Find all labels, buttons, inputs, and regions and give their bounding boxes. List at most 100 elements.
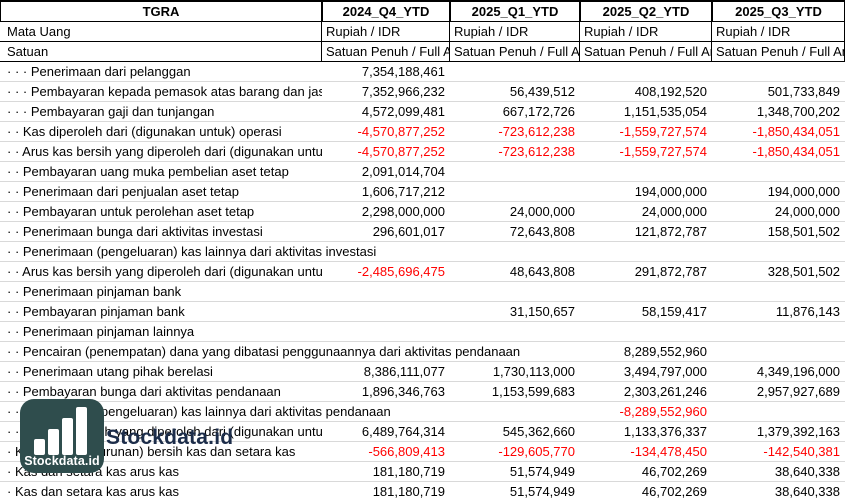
table-row: · · Penerimaan pinjaman bank — [0, 282, 845, 302]
cell-value: 121,872,787 — [634, 224, 707, 239]
ticker-header-cell: TGRA — [0, 1, 322, 22]
row-label: · · Penerimaan pinjaman bank — [7, 284, 182, 299]
cell-value: -8,289,552,960 — [619, 404, 707, 419]
cell-value: 194,000,000 — [767, 184, 840, 199]
cell-value: -134,478,450 — [630, 444, 707, 459]
table-row: · Kas dan setara kas arus kas 181,180,719… — [0, 462, 845, 482]
table-row: · Kenaikan (penurunan) bersih kas dan se… — [0, 442, 845, 462]
row-label: · · Pencairan (penempatan) dana yang dib… — [7, 344, 521, 359]
row-label: · · Arus kas bersih yang diperoleh dari … — [7, 264, 322, 279]
data-rows: · · · Penerimaan dari pelanggan 7,354,188… — [0, 62, 845, 501]
table-row: · · Penerimaan bunga dari aktivitas inve… — [0, 222, 845, 242]
table-row: · · · Pembayaran gaji dan tunjangan 4,572… — [0, 102, 845, 122]
cell-value: 2,091,014,704 — [361, 164, 445, 179]
cell-value: Rupiah / IDR — [712, 22, 845, 41]
table-row: · Kas dan setara kas arus kas 181,180,719… — [0, 482, 845, 501]
row-label: · Kenaikan (penurunan) bersih kas dan se… — [7, 444, 296, 459]
cell-value: 24,000,000 — [509, 204, 575, 219]
cell-value: 1,151,535,054 — [623, 104, 707, 119]
cell-value: 38,640,338 — [774, 484, 840, 499]
cell-value: 181,180,719 — [372, 464, 445, 479]
row-label: · Kas dan setara kas arus kas — [7, 484, 179, 499]
cell-value: Satuan Penuh / Full Amount — [712, 42, 845, 61]
row-label: · · Pembayaran untuk perolehan aset teta… — [7, 204, 255, 219]
row-label: Satuan — [0, 42, 322, 61]
cell-value: 667,172,726 — [502, 104, 575, 119]
cell-value: 545,362,660 — [502, 424, 575, 439]
cell-value: 1,606,717,212 — [361, 184, 445, 199]
cell-value: Rupiah / IDR — [450, 22, 580, 41]
table-row: · · · Penerimaan dari pelanggan 7,354,188… — [0, 62, 845, 82]
cell-value: 2,303,261,246 — [623, 384, 707, 399]
cell-value: Satuan Penuh / Full Amount — [322, 42, 450, 61]
cell-value: 56,439,512 — [509, 84, 575, 99]
cell-value: 46,702,269 — [641, 484, 707, 499]
cell-value: 501,733,849 — [767, 84, 840, 99]
cell-value: 24,000,000 — [774, 204, 840, 219]
cell-value: Rupiah / IDR — [580, 22, 712, 41]
cell-value: 1,730,113,000 — [492, 364, 575, 379]
cell-value: 328,501,502 — [767, 264, 840, 279]
period-header-cell: 2024_Q4_YTD — [322, 1, 450, 22]
period-header-cell: 2025_Q3_YTD — [712, 1, 845, 22]
cell-value: 31,150,657 — [509, 304, 575, 319]
row-label: · · Penerimaan (pengeluaran) kas lainnya… — [7, 404, 391, 419]
cell-value: 4,572,099,481 — [361, 104, 445, 119]
table-row: · · Penerimaan utang pihak berelasi 8,386… — [0, 362, 845, 382]
table-row: · · Pembayaran pinjaman bank 31,150,657 58… — [0, 302, 845, 322]
row-label: · · Kas diperoleh dari (digunakan untuk)… — [7, 124, 282, 139]
cell-value: Satuan Penuh / Full Amount — [450, 42, 580, 61]
cell-value: -2,485,696,475 — [357, 264, 445, 279]
cell-value: 194,000,000 — [634, 184, 707, 199]
row-label: · · · Pembayaran gaji dan tunjangan — [7, 104, 215, 119]
cell-value: 2,957,927,689 — [756, 384, 840, 399]
cell-value: -142,540,381 — [763, 444, 840, 459]
cell-value: 1,133,376,337 — [623, 424, 707, 439]
row-label: · · Pembayaran uang muka pembelian aset … — [7, 164, 289, 179]
cell-value: 1,379,392,163 — [756, 424, 840, 439]
cell-value: 48,643,808 — [509, 264, 575, 279]
table-header-row: TGRA 2024_Q4_YTD 2025_Q1_YTD 2025_Q2_YTD… — [0, 1, 845, 22]
cell-value: 3,494,797,000 — [623, 364, 707, 379]
cell-value: Rupiah / IDR — [322, 22, 450, 41]
cell-value: 6,489,764,314 — [361, 424, 445, 439]
currency-row: Mata Uang Rupiah / IDR Rupiah / IDR Rupi… — [0, 22, 845, 42]
table-row: · · Penerimaan pinjaman lainnya — [0, 322, 845, 342]
unit-row: Satuan Satuan Penuh / Full Amount Satuan… — [0, 42, 845, 62]
cell-value: 2,298,000,000 — [361, 204, 445, 219]
table-row: · · Pencairan (penempatan) dana yang dib… — [0, 342, 845, 362]
table-row: · · Arus kas bersih yang diperoleh dari … — [0, 262, 845, 282]
cell-value: 7,352,966,232 — [361, 84, 445, 99]
row-label: · · Penerimaan bunga dari aktivitas inve… — [7, 224, 263, 239]
row-label: · · Penerimaan dari penjualan aset tetap — [7, 184, 239, 199]
cell-value: 1,348,700,202 — [756, 104, 840, 119]
row-label: · · Pembayaran bunga dari aktivitas pend… — [7, 384, 281, 399]
table-row: · · Penerimaan dari penjualan aset tetap… — [0, 182, 845, 202]
cell-value: -723,612,238 — [498, 144, 575, 159]
table-row: · · Arus kas bersih yang diperoleh dari … — [0, 142, 845, 162]
table-row: · · Penerimaan (pengeluaran) kas lainnya… — [0, 402, 845, 422]
cell-value: -129,605,770 — [498, 444, 575, 459]
cell-value: 11,876,143 — [775, 304, 840, 319]
cell-value: 51,574,949 — [509, 464, 575, 479]
cell-value: 408,192,520 — [634, 84, 707, 99]
cell-value: 1,896,346,763 — [361, 384, 445, 399]
cell-value: 1,153,599,683 — [491, 384, 575, 399]
cell-value: -1,559,727,574 — [619, 144, 707, 159]
row-label: · Kas dan setara kas arus kas — [7, 464, 179, 479]
period-header-cell: 2025_Q2_YTD — [580, 1, 712, 22]
row-label: Mata Uang — [0, 22, 322, 41]
row-label: · · Penerimaan pinjaman lainnya — [7, 324, 195, 339]
cell-value: 8,386,111,077 — [363, 364, 445, 379]
cell-value: 296,601,017 — [372, 224, 445, 239]
cell-value: 158,501,502 — [767, 224, 840, 239]
table-row: · · Pembayaran untuk perolehan aset teta… — [0, 202, 845, 222]
row-label: · · · Penerimaan dari pelanggan — [7, 64, 191, 79]
cell-value: -1,850,434,051 — [752, 124, 840, 139]
row-label: · · · Pembayaran kepada pemasok atas bar… — [7, 84, 322, 99]
cell-value: 291,872,787 — [634, 264, 707, 279]
cell-value: 38,640,338 — [774, 464, 840, 479]
table-row: · · Kas diperoleh dari (digunakan untuk)… — [0, 122, 845, 142]
cell-value: -1,559,727,574 — [619, 124, 707, 139]
